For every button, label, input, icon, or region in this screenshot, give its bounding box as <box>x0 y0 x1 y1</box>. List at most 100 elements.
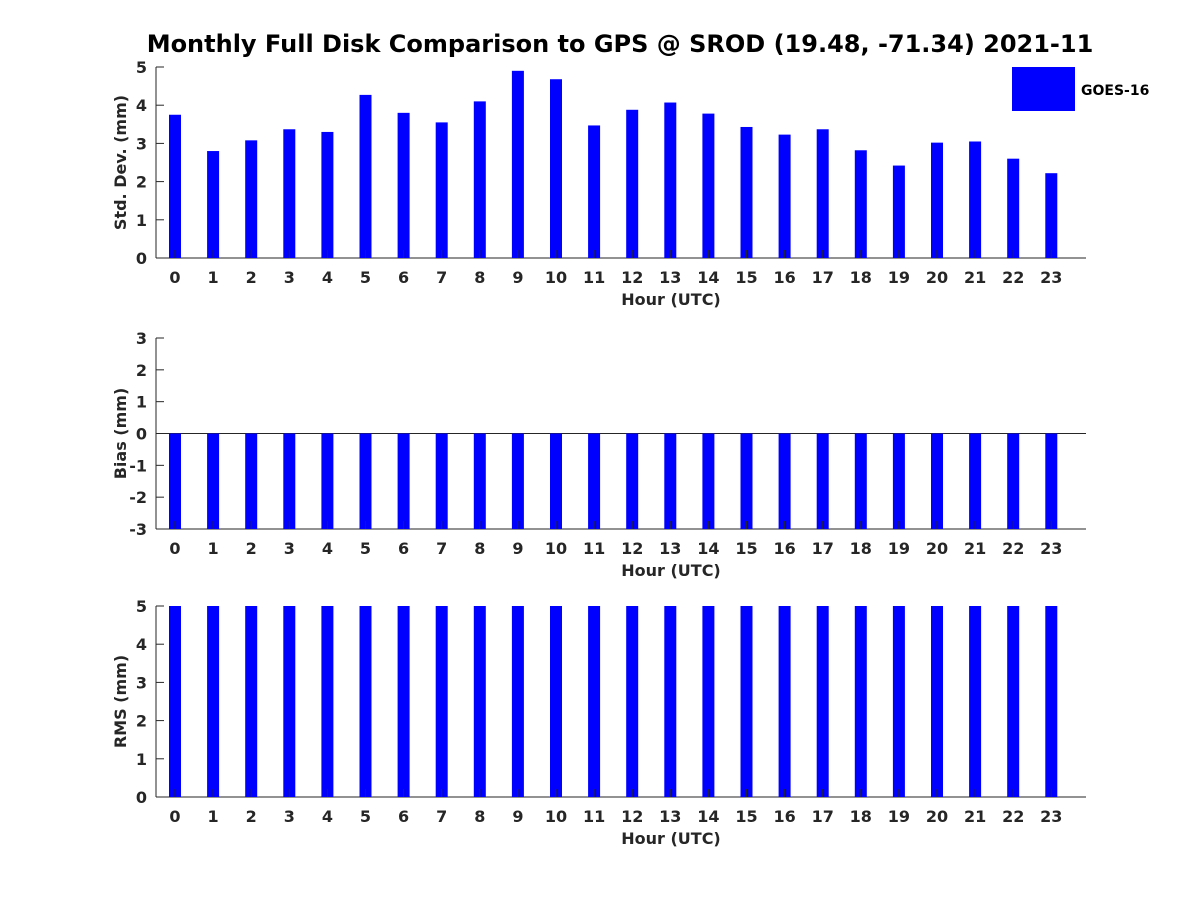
bias-xtick-label: 11 <box>583 539 605 558</box>
bias-xtick-label: 5 <box>360 539 371 558</box>
bias-bar <box>283 433 296 529</box>
bias-xtick-label: 6 <box>398 539 409 558</box>
std-xtick-label: 17 <box>812 268 834 287</box>
std-y-label: Std. Dev. (mm) <box>111 95 130 230</box>
rms-xtick-label: 2 <box>246 807 257 826</box>
rms-xtick-label: 16 <box>773 807 795 826</box>
std-xtick-label: 23 <box>1040 268 1062 287</box>
std-ytick-label: 1 <box>136 211 147 230</box>
bias-xtick-label: 23 <box>1040 539 1062 558</box>
std-xtick-label: 19 <box>888 268 910 287</box>
std-bar <box>1045 173 1058 258</box>
bias-xtick-label: 18 <box>850 539 872 558</box>
rms-bar <box>359 606 372 797</box>
std-xtick-label: 12 <box>621 268 643 287</box>
bias-xtick-label: 9 <box>512 539 523 558</box>
rms-xtick-label: 12 <box>621 807 643 826</box>
std-bar <box>435 122 448 258</box>
bias-xtick-label: 4 <box>322 539 333 558</box>
bias-xtick-label: 1 <box>208 539 219 558</box>
std-xtick-label: 3 <box>284 268 295 287</box>
rms-bar <box>778 606 791 797</box>
bias-y-label: Bias (mm) <box>111 388 130 480</box>
std-ytick-label: 5 <box>136 58 147 77</box>
bias-xtick-label: 13 <box>659 539 681 558</box>
std-bar <box>702 113 715 258</box>
rms-ytick-label: 2 <box>136 712 147 731</box>
std-xtick-label: 10 <box>545 268 567 287</box>
bias-xtick-label: 7 <box>436 539 447 558</box>
std-xtick-label: 20 <box>926 268 948 287</box>
std-bar <box>816 129 829 258</box>
bias-bar <box>550 433 562 529</box>
std-bar <box>397 112 410 258</box>
std-bar <box>664 102 677 258</box>
bias-bar <box>169 433 181 529</box>
rms-y-label: RMS (mm) <box>111 655 130 748</box>
bias-bar <box>702 433 715 529</box>
bias-xtick-label: 14 <box>697 539 719 558</box>
rms-bar <box>245 606 258 797</box>
bias-ytick-label: 1 <box>136 393 147 412</box>
rms-xtick-label: 8 <box>474 807 485 826</box>
std-bar <box>283 129 296 258</box>
rms-bar <box>283 606 296 797</box>
bias-bar <box>740 433 753 529</box>
rms-xtick-label: 5 <box>360 807 371 826</box>
rms-xtick-label: 3 <box>284 807 295 826</box>
std-bar <box>207 151 220 258</box>
rms-xtick-label: 1 <box>208 807 219 826</box>
std-bar <box>969 141 982 258</box>
bias-x-label: Hour (UTC) <box>621 561 721 580</box>
rms-ytick-label: 0 <box>136 788 147 807</box>
rms-bar <box>207 606 220 797</box>
rms-bar <box>892 606 905 797</box>
std-bar <box>245 140 258 258</box>
bias-bar <box>1045 433 1058 529</box>
std-xtick-label: 14 <box>697 268 719 287</box>
std-ytick-label: 4 <box>136 96 147 115</box>
std-xtick-label: 9 <box>512 268 523 287</box>
std-xtick-label: 4 <box>322 268 333 287</box>
legend-label: GOES-16 <box>1081 83 1149 99</box>
rms-xtick-label: 19 <box>888 807 910 826</box>
bias-bar <box>664 433 677 529</box>
bias-bar <box>397 433 410 529</box>
rms-xtick-label: 23 <box>1040 807 1062 826</box>
bias-bar <box>854 433 867 529</box>
bias-bar <box>245 433 258 529</box>
rms-bar <box>397 606 410 797</box>
bias-ytick-label: -1 <box>129 456 147 475</box>
bias-bar <box>778 433 791 529</box>
std-xtick-label: 6 <box>398 268 409 287</box>
rms-bar <box>854 606 867 797</box>
rms-xtick-label: 7 <box>436 807 447 826</box>
std-xtick-label: 2 <box>246 268 257 287</box>
rms-xtick-label: 11 <box>583 807 605 826</box>
rms-bar <box>588 606 601 797</box>
std-bar <box>511 70 524 258</box>
rms-bar <box>816 606 829 797</box>
bias-xtick-label: 8 <box>474 539 485 558</box>
rms-xtick-label: 20 <box>926 807 948 826</box>
std-xtick-label: 21 <box>964 268 986 287</box>
std-xtick-label: 1 <box>208 268 219 287</box>
rms-bar <box>511 606 524 797</box>
std-ytick-label: 0 <box>136 249 147 268</box>
rms-xtick-label: 15 <box>735 807 757 826</box>
bias-xtick-label: 3 <box>284 539 295 558</box>
bias-xtick-label: 10 <box>545 539 567 558</box>
bias-ytick-label: 2 <box>136 361 147 380</box>
std-bar <box>1007 158 1020 258</box>
std-bar <box>931 142 943 258</box>
bias-xtick-label: 17 <box>812 539 834 558</box>
bias-bar <box>321 433 334 529</box>
bias-xtick-label: 16 <box>773 539 795 558</box>
bias-bar <box>892 433 905 529</box>
rms-xtick-label: 10 <box>545 807 567 826</box>
bias-xtick-label: 15 <box>735 539 757 558</box>
std-bar <box>473 101 486 258</box>
rms-bar <box>626 606 639 797</box>
rms-xtick-label: 0 <box>169 807 180 826</box>
